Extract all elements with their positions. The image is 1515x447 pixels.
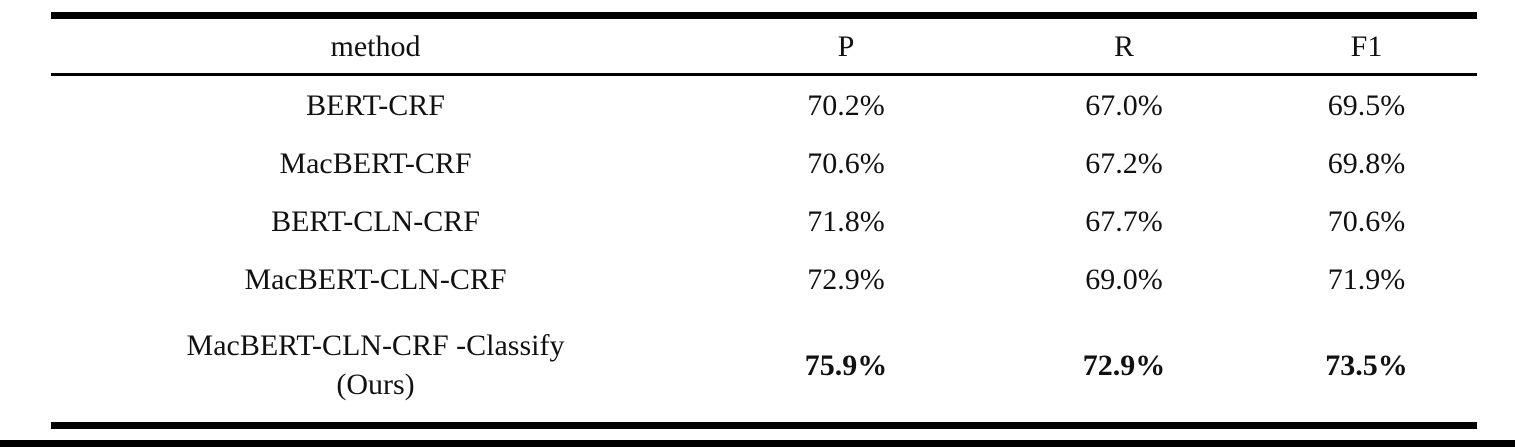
cell-p: 70.2% xyxy=(807,88,885,122)
cell-p: 75.9% xyxy=(804,348,888,382)
column-header-p: P xyxy=(700,15,992,76)
column-header-r: R xyxy=(992,15,1256,76)
table-header-row: method P R F1 xyxy=(51,15,1477,76)
cell-method: BERT-CRF xyxy=(306,88,445,122)
results-table: method P R F1 BERT-CRF 70.2% 67.0% 69.5%… xyxy=(51,12,1477,429)
cell-f1: 71.9% xyxy=(1327,262,1406,296)
cell-r: 72.9% xyxy=(1082,348,1166,382)
cell-r: 69.0% xyxy=(1085,262,1163,296)
cell-method: MacBERT-CRF xyxy=(279,146,472,180)
cell-f1: 73.5% xyxy=(1325,348,1408,382)
cell-p: 70.6% xyxy=(807,146,885,180)
page-bottom-rule xyxy=(0,440,1515,447)
cell-f1: 70.6% xyxy=(1327,204,1406,238)
cell-r: 67.2% xyxy=(1085,146,1163,180)
method-name-line2: (Ours) xyxy=(336,368,415,401)
table-row: BERT-CLN-CRF 71.8% 67.7% 70.6% xyxy=(51,192,1477,250)
table-row: MacBERT-CRF 70.6% 67.2% 69.8% xyxy=(51,134,1477,192)
cell-f1: 69.5% xyxy=(1327,88,1406,122)
cell-r: 67.0% xyxy=(1085,88,1163,122)
column-header-method: method xyxy=(51,15,700,76)
cell-method: MacBERT-CLN-CRF -Classify (Ours) xyxy=(51,308,700,426)
cell-f1: 69.8% xyxy=(1327,146,1406,180)
table-row: MacBERT-CLN-CRF 72.9% 69.0% 71.9% xyxy=(51,250,1477,308)
table-row: BERT-CRF 70.2% 67.0% 69.5% xyxy=(51,75,1477,135)
cell-r: 67.7% xyxy=(1085,204,1163,238)
table-row-ours: MacBERT-CLN-CRF -Classify (Ours) 75.9% 7… xyxy=(51,308,1477,426)
method-name-line1: MacBERT-CLN-CRF -Classify xyxy=(186,329,565,362)
cell-p: 72.9% xyxy=(807,262,885,296)
column-header-f1: F1 xyxy=(1256,15,1477,76)
cell-p: 71.8% xyxy=(807,204,885,238)
cell-method: MacBERT-CLN-CRF xyxy=(244,262,507,296)
cell-method: BERT-CLN-CRF xyxy=(271,204,480,238)
